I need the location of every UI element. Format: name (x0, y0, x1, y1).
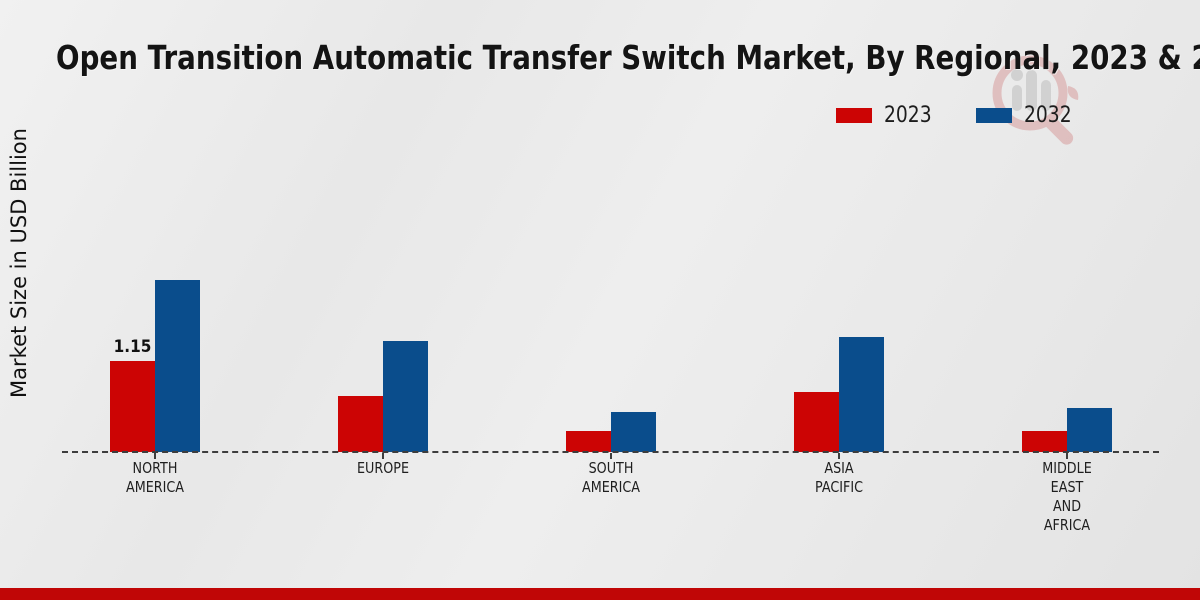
bar-2023-south-america (566, 431, 611, 452)
bar-value-label: 1.15 (113, 337, 152, 357)
x-axis-category-label: ASIA PACIFIC (814, 459, 863, 496)
legend-label-2032: 2032 (1024, 103, 1072, 128)
legend-item-2032: 2032 (976, 103, 1080, 128)
footer-band (0, 588, 1200, 600)
legend: 2023 2032 (836, 103, 1080, 128)
magnifier-bar-chart-logo-icon (992, 55, 1079, 145)
x-axis-category-label: SOUTH AMERICA (581, 459, 641, 496)
x-axis-category-label: EUROPE (356, 459, 410, 477)
x-axis-tick (154, 453, 156, 459)
bar-2032-south-america (611, 412, 656, 452)
x-axis-tick (837, 453, 840, 459)
chart-title: Open Transition Automatic Transfer Switc… (56, 38, 1200, 77)
bar-2023-middle-east-and-africa (1021, 431, 1067, 452)
bar-2032-north-america (155, 280, 200, 452)
bar-2023-asia-pacific (793, 392, 839, 452)
x-axis-tick (610, 453, 612, 459)
legend-swatch-2032 (976, 108, 1012, 123)
y-axis-label: Market Size in USD Billion (7, 128, 31, 398)
bar-2032-asia-pacific (838, 337, 884, 452)
x-axis-category-label: MIDDLE EAST AND AFRICA (1041, 459, 1092, 534)
legend-item-2023: 2023 (836, 103, 940, 128)
bar-2032-europe (383, 341, 428, 452)
x-axis-tick (1065, 453, 1068, 459)
x-axis-category-label: NORTH AMERICA (125, 459, 185, 496)
x-axis-baseline (62, 451, 1159, 453)
x-axis-tick (382, 453, 384, 459)
bar-2023-europe (338, 396, 383, 452)
bar-2023-north-america (110, 361, 155, 452)
legend-label-2023: 2023 (884, 103, 932, 128)
legend-swatch-2023 (836, 108, 872, 123)
bar-2032-middle-east-and-africa (1066, 408, 1112, 452)
